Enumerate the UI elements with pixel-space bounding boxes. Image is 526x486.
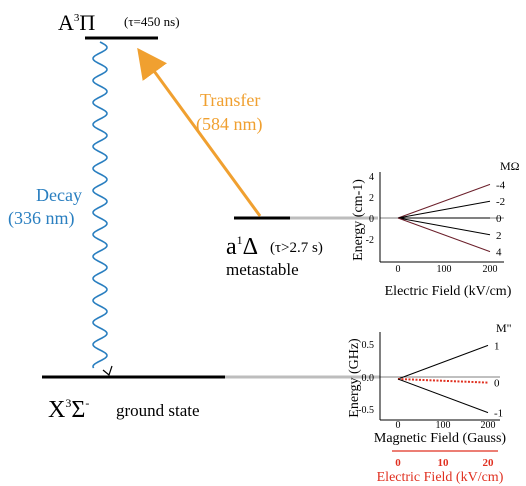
stark-ytick-neg2: -2 — [366, 235, 374, 246]
stark-ytick-4: 4 — [369, 172, 374, 183]
zeeman-series-line — [397, 378, 489, 384]
stark-xtick-100: 100 — [437, 264, 452, 275]
upper-level-symbol: A3Π — [58, 10, 95, 35]
zeeman-ytick-neg0.5: -0.5 — [358, 405, 374, 416]
upper-level-lifetime: (τ=450 ns) — [124, 14, 180, 29]
transfer-arrow — [137, 47, 262, 217]
zeeman-xtick-100: 100 — [436, 420, 451, 431]
metastable-level-lifetime: (τ>2.7 s) — [270, 240, 323, 256]
metastable-level-symbol: a1Δ — [226, 233, 258, 260]
zeeman-series-label: 1 — [494, 340, 500, 352]
stark-series-label: -2 — [496, 196, 505, 208]
stark-ylabel: Energy (cm-1) — [351, 179, 366, 261]
stark-series-line — [397, 183, 491, 219]
zeeman-series-label: -1 — [494, 408, 503, 420]
stark-series-label: -4 — [496, 179, 506, 191]
zeeman-secondary-tick-0: 0 — [395, 457, 401, 469]
stark-series-label: 2 — [496, 230, 502, 242]
zeeman-ytick-0.0: 0.0 — [362, 373, 375, 384]
stark-xtick-0: 0 — [396, 264, 401, 275]
zeeman-secondary-tick-10: 10 — [438, 457, 450, 469]
stark-plot: 4 2 0 -2 0 100 200 Energy (cm-1) Electri… — [351, 159, 520, 299]
metastable-label: metastable — [226, 260, 299, 279]
zeeman-secondary-tick-20: 20 — [483, 457, 495, 469]
zeeman-xtick-0: 0 — [396, 420, 401, 431]
zeeman-plot: 0.5 0.0 -0.5 0 100 200 Energy (GHz) Magn… — [347, 321, 512, 485]
decay-wavelength: (336 nm) — [8, 208, 75, 229]
ground-state-label: ground state — [116, 401, 200, 420]
zeeman-xtick-200: 200 — [481, 420, 496, 431]
decay-arrowhead — [102, 365, 113, 377]
stark-xtick-200: 200 — [483, 264, 498, 275]
stark-legend-header: MΩ — [500, 159, 520, 173]
stark-series-label: 0 — [496, 213, 502, 225]
transfer-label: Transfer — [200, 90, 260, 110]
zeeman-ytick-0.5: 0.5 — [362, 340, 375, 351]
zeeman-secondary-xlabel: Electric Field (kV/cm) — [377, 470, 504, 485]
zeeman-series-line — [397, 378, 489, 414]
stark-ytick-2: 2 — [369, 193, 374, 204]
stark-xlabel: Electric Field (kV/cm) — [385, 284, 512, 299]
stark-series-label: 4 — [496, 247, 502, 259]
ground-level-symbol: X3Σ- — [48, 396, 89, 423]
zeeman-series-line — [397, 344, 489, 380]
stark-series-line — [397, 217, 491, 236]
decay-label: Decay — [36, 185, 82, 205]
zeeman-series-label: 0 — [494, 378, 500, 390]
decay-wavy-arrow — [92, 41, 108, 369]
stark-ytick-0: 0 — [369, 214, 374, 225]
stark-series-line — [397, 200, 491, 219]
transfer-wavelength: (584 nm) — [196, 114, 263, 135]
zeeman-ylabel: Energy (GHz) — [347, 338, 362, 418]
zeeman-xlabel: Magnetic Field (Gauss) — [374, 431, 507, 446]
zeeman-legend-header: M" — [496, 321, 512, 335]
stark-series-line — [397, 217, 491, 253]
